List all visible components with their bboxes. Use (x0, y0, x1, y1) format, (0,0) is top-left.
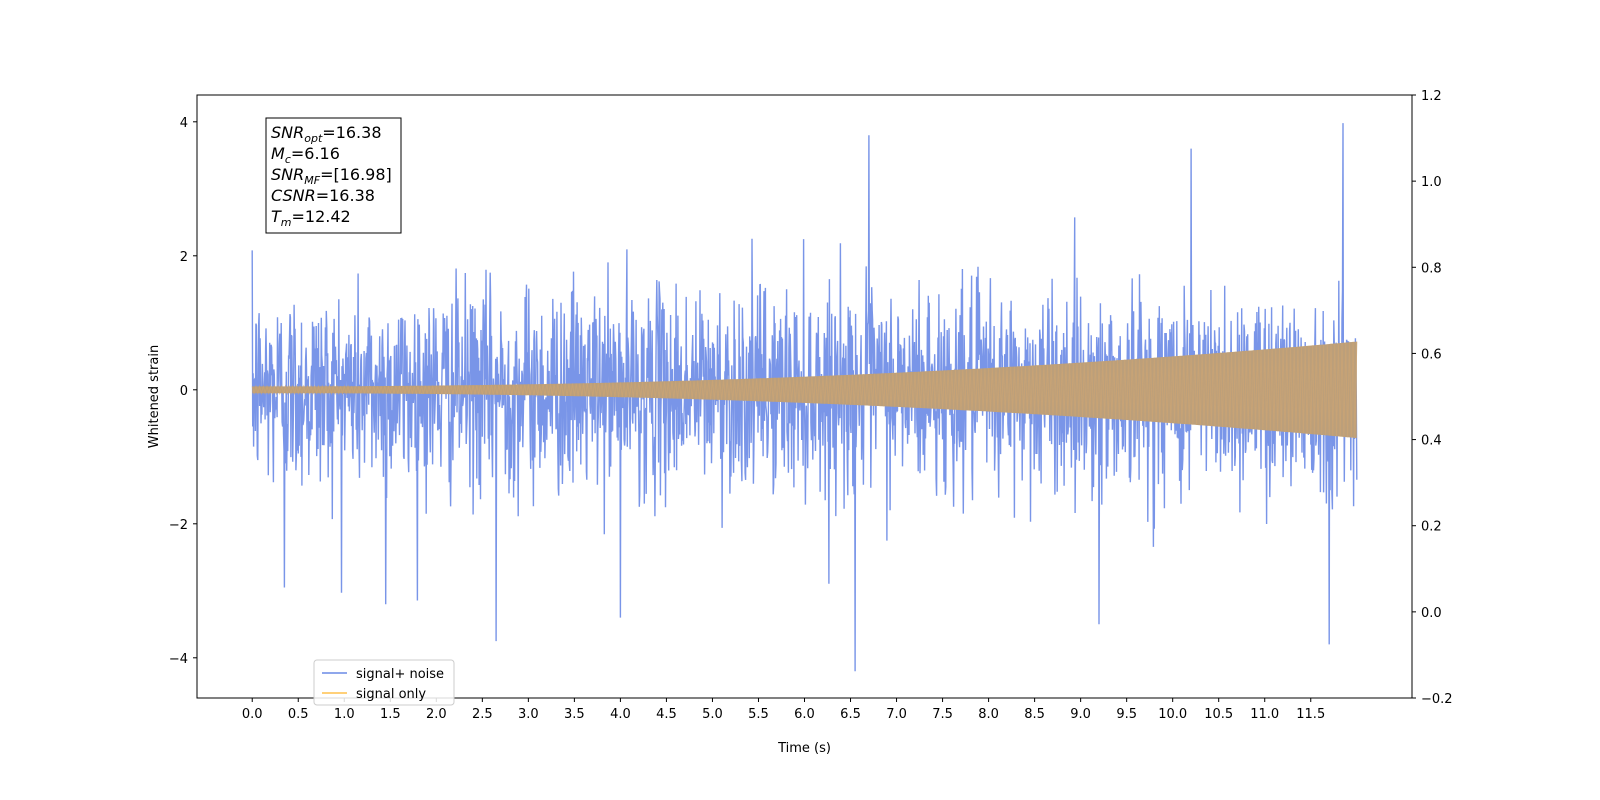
x-tick-label: 10.0 (1158, 707, 1187, 722)
y2-tick-label: 0.6 (1421, 347, 1442, 362)
x-tick-label: 4.0 (610, 707, 631, 722)
x-tick-label: 0.0 (242, 707, 263, 722)
legend-box (313, 659, 455, 706)
y2-tick-label: 0.8 (1421, 261, 1442, 276)
x-tick-label: 6.5 (840, 707, 861, 722)
y-tick-label: 0 (180, 384, 188, 399)
legend-label-signal-only: signal only (356, 687, 426, 702)
x-tick-label: 8.0 (978, 707, 999, 722)
y-tick-label: −2 (169, 518, 188, 533)
x-tick-label: 11.5 (1296, 707, 1325, 722)
y2-tick-label: 1.0 (1421, 175, 1442, 190)
y-tick-label: 4 (180, 116, 188, 131)
x-tick-label: 6.0 (794, 707, 815, 722)
y-tick-label: 2 (180, 250, 188, 265)
annotation-line: Mc=6.16 (271, 144, 340, 166)
y2-tick-label: 0.4 (1421, 434, 1442, 449)
x-tick-label: 9.5 (1116, 707, 1137, 722)
x-tick-label: 11.0 (1250, 707, 1279, 722)
x-tick-label: 7.0 (886, 707, 907, 722)
y2-tick-label: −0.2 (1421, 692, 1453, 707)
annotation-line: SNRopt=16.38 (271, 123, 382, 145)
x-tick-label: 10.5 (1204, 707, 1233, 722)
x-tick-label: 8.5 (1024, 707, 1045, 722)
x-tick-label: 2.0 (426, 707, 447, 722)
x-axis-label: Time (s) (777, 741, 831, 756)
x-tick-label: 0.5 (288, 707, 309, 722)
annotation-line: Tm=12.42 (271, 207, 351, 229)
x-tick-label: 1.5 (380, 707, 401, 722)
y2-tick-label: 0.2 (1421, 520, 1442, 535)
x-axis-ticks: 0.0 0.5 1.0 1.5 2.0 2.5 3.0 3.5 4.0 4.5 5.0 5.5 6.0 6… (242, 698, 1325, 722)
x-tick-label: 7.5 (932, 707, 953, 722)
y-axis-label: Whitened strain (147, 345, 162, 448)
y2-tick-label: 1.2 (1421, 89, 1442, 104)
signal-noise-series (251, 123, 1358, 672)
x-tick-label: 1.0 (334, 707, 355, 722)
annotation-line: CSNR=16.38 (271, 186, 375, 205)
x-tick-label: 4.5 (656, 707, 677, 722)
annotation-frame (265, 117, 402, 234)
x-tick-label: 5.0 (702, 707, 723, 722)
annotation-box: SNRopt=16.38Mc=6.16SNRMF=[16.98]CSNR=16.… (265, 117, 402, 234)
signal-only-line (251, 341, 1358, 438)
x-tick-label: 3.0 (518, 707, 539, 722)
x-tick-label: 2.5 (472, 707, 493, 722)
legend: signal+ noise signal only (313, 659, 455, 706)
annotation-line: SNRMF=[16.98] (271, 165, 392, 187)
signal-only-series (251, 341, 1358, 438)
y2-tick-label: 0.0 (1421, 606, 1442, 621)
x-tick-label: 9.0 (1070, 707, 1091, 722)
y-tick-label: −4 (169, 652, 188, 667)
y-axis-ticks: −4 −2 0 2 4 (169, 116, 197, 667)
legend-label-signal-noise: signal+ noise (356, 667, 444, 682)
x-tick-label: 5.5 (748, 707, 769, 722)
x-tick-label: 3.5 (564, 707, 585, 722)
y2-axis-ticks: −0.2 0.0 0.2 0.4 0.6 0.8 1.0 1.2 (1412, 89, 1453, 707)
signal-noise-line (251, 123, 1358, 672)
